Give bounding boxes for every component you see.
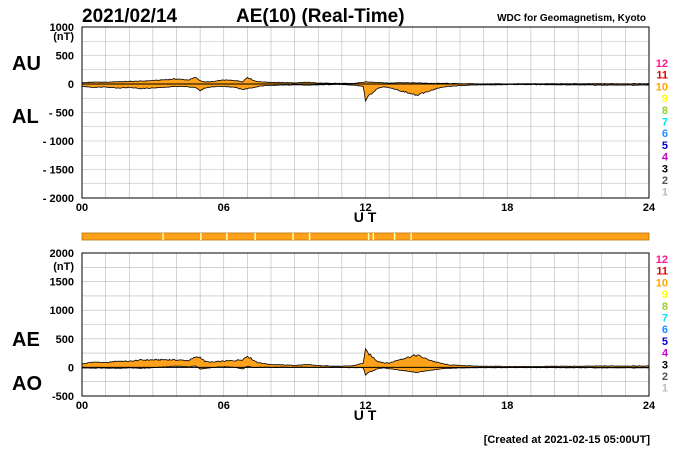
station-count-label: 7 — [662, 117, 668, 129]
ae-ao-area — [81, 347, 650, 376]
status-bar-tick — [393, 233, 396, 240]
station-count-label: 12 — [656, 254, 668, 266]
station-count-label: 5 — [662, 140, 668, 152]
station-count-label: 3 — [662, 163, 668, 175]
y-tick-label: 0 — [68, 79, 74, 91]
station-count-label: 4 — [662, 152, 669, 164]
station-count-label: 1 — [662, 383, 668, 395]
status-bar-tick — [254, 233, 256, 240]
station-count-label: 7 — [662, 313, 668, 325]
station-count-label: 8 — [662, 301, 668, 313]
y-tick-label: 1500 — [50, 277, 74, 289]
y-tick-label: 0 — [68, 362, 74, 374]
source-label: WDC for Geomagnetism, Kyoto — [497, 13, 646, 24]
x-tick-label: 18 — [501, 400, 513, 412]
al-series-label: AL — [12, 106, 39, 128]
station-count-label: 9 — [662, 289, 668, 301]
station-count-label: 3 — [662, 359, 668, 371]
station-count-label: 8 — [662, 105, 668, 117]
au-al-grid — [81, 26, 650, 199]
x-tick-label: 12 — [359, 400, 371, 412]
x-tick-label: 00 — [76, 202, 88, 214]
station-count-label: 9 — [662, 93, 668, 105]
y-tick-label: 1000 — [50, 305, 74, 317]
station-count-label: 4 — [662, 348, 669, 360]
data-status-bar — [81, 232, 650, 241]
status-bar-fill — [81, 232, 650, 241]
status-bar-tick — [410, 233, 412, 240]
station-count-label: 11 — [656, 70, 668, 82]
station-count-label: 5 — [662, 336, 668, 348]
x-tick-label: 06 — [218, 400, 230, 412]
status-bar-tick — [292, 233, 294, 240]
status-bar-ticks — [162, 233, 412, 240]
station-count-label: 10 — [656, 81, 668, 93]
status-bar-tick — [200, 233, 202, 240]
y-tick-label: 2000 — [50, 248, 74, 260]
y-tick-label: 1000 — [50, 22, 74, 34]
y-tick-label: -500 — [52, 391, 74, 403]
status-bar-tick — [367, 233, 370, 240]
station-count-label: 2 — [662, 175, 668, 187]
station-count-label: 6 — [662, 128, 668, 140]
status-bar-tick — [308, 233, 311, 240]
x-tick-label: 00 — [76, 400, 88, 412]
station-count-label: 6 — [662, 324, 668, 336]
y-tick-label: - 2000 — [43, 193, 74, 205]
y-tick-label: - 1000 — [43, 136, 74, 148]
au-al-y-ticks: 1000 500 0 - 500 - 1000 - 1500 - 2000 — [43, 22, 74, 205]
station-count-label: 11 — [656, 266, 668, 278]
y-tick-label: 500 — [56, 51, 74, 63]
station-count-label: 10 — [656, 277, 668, 289]
y-tick-label: - 1500 — [43, 165, 74, 177]
au-al-unit-label: (nT) — [53, 31, 74, 43]
x-tick-label: 06 — [218, 202, 230, 214]
x-tick-label: 12 — [359, 202, 371, 214]
chart-title: AE(10) (Real-Time) — [236, 6, 405, 27]
au-al-x-axis-label: U T — [354, 209, 377, 225]
station-count-label: 12 — [656, 58, 668, 70]
ae-ao-plot-frame — [81, 252, 650, 397]
ae-ao-y-ticks: 2000 1500 1000 500 0 -500 — [50, 248, 74, 403]
x-tick-label: 24 — [643, 400, 656, 412]
au-al-x-ticks: 00 06 12 18 24 — [76, 202, 656, 214]
ae-series-label: AE — [12, 329, 40, 351]
status-bar-tick — [226, 233, 228, 240]
created-timestamp: [Created at 2021-02-15 05:00UT] — [484, 434, 651, 446]
y-tick-label: - 500 — [49, 108, 74, 120]
station-count-label: 1 — [662, 187, 668, 199]
au-al-plot-frame — [81, 26, 650, 199]
x-tick-label: 18 — [501, 202, 513, 214]
ae-ao-x-ticks: 00 06 12 18 24 — [76, 400, 656, 412]
ae-ao-x-axis-label: U T — [354, 407, 377, 423]
ao-series-label: AO — [12, 373, 42, 395]
y-tick-label: 500 — [56, 334, 74, 346]
ae-ao-unit-label: (nT) — [53, 261, 74, 273]
status-bar-tick — [372, 233, 375, 240]
station-count-label: 2 — [662, 371, 668, 383]
au-series-label: AU — [12, 53, 41, 75]
x-tick-label: 24 — [643, 202, 656, 214]
status-bar-tick — [162, 233, 164, 240]
date-title: 2021/02/14 — [82, 6, 178, 27]
